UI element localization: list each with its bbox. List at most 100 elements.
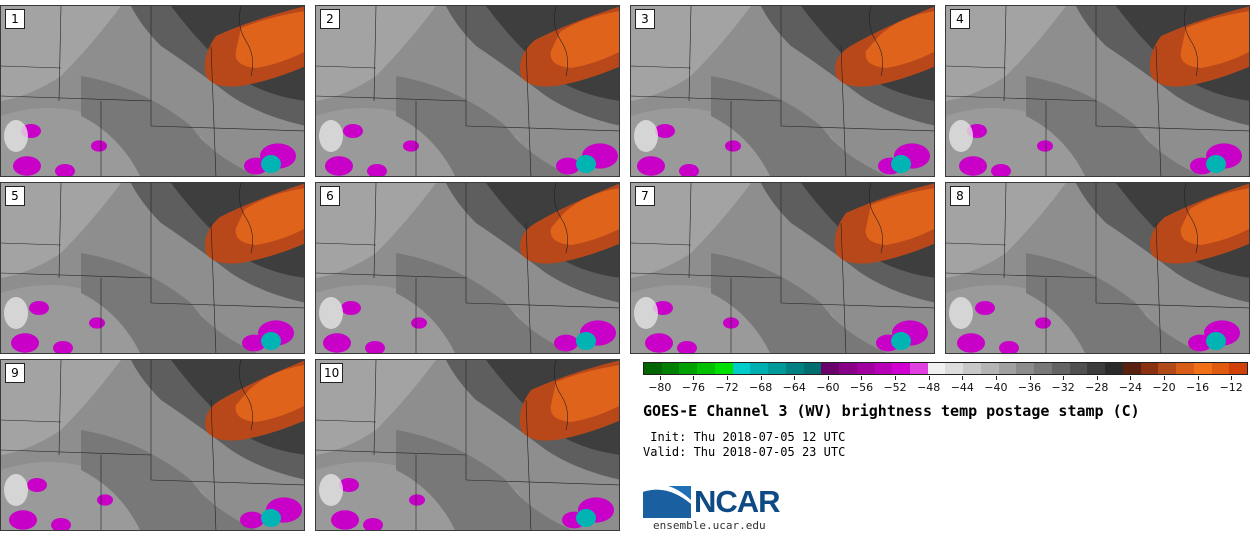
dry-air-plume-core	[865, 188, 934, 245]
colorbar-tick	[1130, 376, 1132, 380]
dry-air-plume-core	[1180, 11, 1249, 68]
convection-cell	[991, 164, 1011, 176]
colorbar-tick	[659, 376, 661, 380]
state-border	[946, 95, 1097, 102]
state-border	[150, 302, 304, 309]
mid-gray-region	[396, 76, 572, 176]
light-gray-region	[1, 183, 121, 278]
colorbar-swatch	[803, 363, 822, 374]
mid-gray-region	[711, 76, 887, 176]
state-border	[780, 125, 934, 132]
convection-cell	[999, 341, 1019, 353]
colorbar-swatch	[892, 363, 911, 374]
state-border	[631, 272, 782, 279]
deep-convection-core	[1206, 332, 1226, 350]
great-lakes-outline	[239, 6, 253, 77]
colorbar-swatch	[1122, 363, 1141, 374]
colorbar-swatch	[1211, 363, 1230, 374]
member-number-label: 9	[5, 363, 25, 383]
convection-cell	[53, 341, 73, 353]
colorbar-tick-label: −16	[1185, 381, 1210, 394]
colorbar	[643, 362, 1248, 375]
state-border	[840, 222, 847, 353]
colorbar-swatch	[874, 363, 893, 374]
convection-cell	[637, 156, 665, 176]
colorbar-tick-label: −80	[648, 381, 672, 394]
colorbar-tick	[1063, 376, 1065, 380]
light-gray-region	[631, 6, 751, 101]
colorbar-swatch	[750, 363, 769, 374]
convection-cell	[409, 494, 425, 506]
convection-cell	[91, 140, 107, 152]
colorbar-tick-label: −60	[816, 381, 840, 394]
convection-cell	[679, 164, 699, 176]
light-gray-region	[316, 6, 436, 101]
colorbar-swatch	[821, 363, 840, 374]
colorbar-tick	[1029, 376, 1031, 380]
light-gray-region	[1, 6, 121, 101]
water-vapor-map	[946, 6, 1249, 176]
state-border	[780, 302, 934, 309]
colorbar-tick-label: −68	[749, 381, 773, 394]
ensemble-member-panel: 2	[315, 5, 620, 177]
colorbar-tick-label: −64	[782, 381, 806, 394]
colorbar-swatch	[1140, 363, 1159, 374]
great-lakes-outline	[554, 183, 568, 254]
valid-time: Valid: Thu 2018-07-05 23 UTC	[643, 445, 846, 459]
dry-air-plume-core	[550, 365, 619, 422]
logo-name: NCAR	[694, 484, 781, 519]
convection-cell	[331, 510, 359, 530]
light-gray-region	[316, 360, 436, 455]
member-number-label: 4	[950, 9, 970, 29]
water-vapor-map	[1, 183, 304, 353]
colorbar-swatch	[1087, 363, 1106, 374]
convection-cell	[55, 164, 75, 176]
water-vapor-map	[316, 183, 619, 353]
colorbar-swatch	[697, 363, 715, 374]
deep-convection-core	[1206, 155, 1226, 173]
convection-cell	[554, 334, 578, 352]
colorbar-tick-label: −44	[950, 381, 974, 394]
figure-title: GOES-E Channel 3 (WV) brightness temp po…	[643, 402, 1140, 420]
convection-cell	[242, 334, 266, 352]
state-border	[1095, 125, 1249, 132]
high-cloud-patch	[319, 120, 343, 152]
high-cloud-patch	[949, 297, 973, 329]
convection-cell	[51, 518, 71, 530]
dry-air-plume-core	[235, 188, 304, 245]
ensemble-member-panel: 4	[945, 5, 1250, 177]
convection-cell	[9, 510, 37, 530]
colorbar-tick-label: −12	[1219, 381, 1243, 394]
logo-url: ensemble.ucar.edu	[653, 519, 766, 532]
colorbar-swatch	[1016, 363, 1035, 374]
convection-cell	[29, 301, 49, 315]
light-gray-region	[316, 183, 436, 278]
high-cloud-patch	[319, 474, 343, 506]
convection-cell	[363, 518, 383, 530]
colorbar-swatch	[1105, 363, 1123, 374]
dry-air-plume-core	[865, 11, 934, 68]
mid-gray-region	[711, 253, 887, 353]
light-gray-region	[1, 360, 121, 455]
ensemble-member-panel: 9	[0, 359, 305, 531]
colorbar-tick-label: −20	[1152, 381, 1176, 394]
mid-gray-region	[81, 253, 257, 353]
ensemble-member-panel: 8	[945, 182, 1250, 354]
colorbar-tick	[861, 376, 863, 380]
state-border	[1, 419, 62, 423]
deep-convection-core	[576, 155, 596, 173]
colorbar-swatch	[1034, 363, 1052, 374]
state-border	[688, 183, 692, 279]
colorbar-tick-label: −24	[1118, 381, 1142, 394]
state-border	[316, 242, 377, 246]
state-border	[525, 45, 532, 176]
colorbar-tick	[1096, 376, 1098, 380]
dry-air-plume-core	[550, 188, 619, 245]
convection-cell	[365, 341, 385, 353]
convection-cell	[13, 156, 41, 176]
colorbar-tick	[693, 376, 695, 380]
colorbar-swatch	[1193, 363, 1212, 374]
high-cloud-patch	[634, 120, 658, 152]
high-cloud-patch	[4, 297, 28, 329]
member-number-label: 2	[320, 9, 340, 29]
